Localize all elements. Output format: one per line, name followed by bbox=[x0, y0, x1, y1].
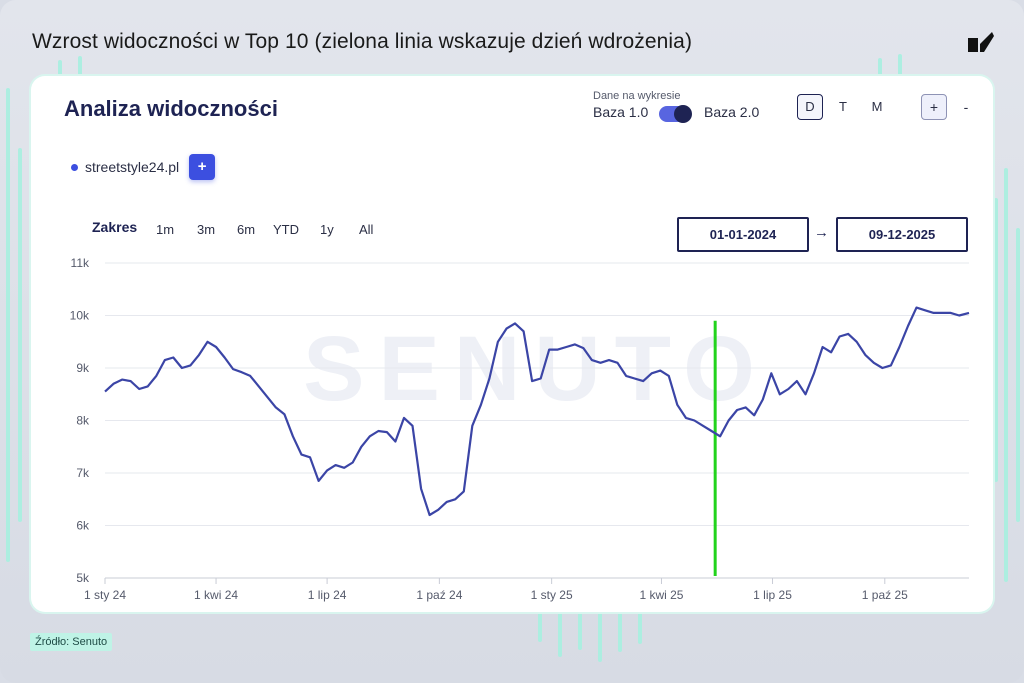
legend: streetstyle24.pl + bbox=[71, 154, 216, 180]
toggle-knob bbox=[674, 105, 692, 123]
y-tick-label: 11k bbox=[71, 256, 90, 270]
range-label: Zakres bbox=[92, 219, 138, 235]
x-tick-label: 1 paź 25 bbox=[862, 588, 908, 602]
period-week-button[interactable]: T bbox=[839, 99, 847, 114]
chart-grid bbox=[105, 262, 969, 579]
y-tick-label: 8k bbox=[76, 414, 90, 428]
range-1y-button[interactable]: 1y bbox=[320, 222, 334, 237]
range-ytd-button[interactable]: YTD bbox=[273, 222, 299, 237]
series-line-streetstyle24[interactable] bbox=[104, 306, 970, 517]
x-tick-label: 1 lip 24 bbox=[308, 588, 347, 602]
x-tick-label: 1 sty 24 bbox=[84, 588, 126, 602]
y-tick-label: 5k bbox=[76, 571, 90, 585]
zoom-out-button[interactable]: - bbox=[963, 99, 969, 115]
database-toggle-switch[interactable] bbox=[659, 105, 692, 123]
legend-domain-label[interactable]: streetstyle24.pl bbox=[85, 159, 180, 175]
period-month-button[interactable]: M bbox=[871, 99, 883, 114]
range-all-button[interactable]: All bbox=[359, 222, 374, 237]
range-3m-button[interactable]: 3m bbox=[197, 222, 216, 237]
date-to-input[interactable]: 09-12-2025 bbox=[836, 217, 968, 252]
watermark-text: SENUTO bbox=[303, 318, 769, 420]
toggle-caption: Dane na wykresie bbox=[593, 90, 681, 102]
range-6m-button[interactable]: 6m bbox=[237, 222, 256, 237]
legend-dot bbox=[71, 163, 78, 171]
visibility-card: Analiza widoczności Dane na wykresie Baz… bbox=[31, 76, 993, 612]
y-tick-label: 7k bbox=[76, 466, 90, 480]
source-badge: Źródło: Senuto bbox=[30, 633, 113, 651]
x-tick-label: 1 kwi 25 bbox=[639, 588, 683, 602]
range-1m-button[interactable]: 1m bbox=[156, 222, 175, 237]
y-axis-ticks: 5k 6k 7k 8k 9k 10k 11k bbox=[70, 256, 90, 585]
y-tick-label: 10k bbox=[70, 309, 90, 323]
date-from-input[interactable]: 01-01-2024 bbox=[677, 217, 809, 252]
x-tick-label: 1 sty 25 bbox=[531, 588, 573, 602]
x-tick-label: 1 lip 25 bbox=[753, 588, 792, 602]
page-headline: Wzrost widoczności w Top 10 (zielona lin… bbox=[32, 30, 693, 53]
toggle-option-left[interactable]: Baza 1.0 bbox=[593, 104, 649, 120]
x-tick-label: 1 paź 24 bbox=[416, 588, 462, 602]
brand-logo-icon bbox=[968, 32, 994, 52]
add-domain-button[interactable]: + bbox=[189, 154, 216, 180]
y-tick-label: 9k bbox=[76, 361, 90, 375]
date-range-arrow: → bbox=[814, 224, 829, 241]
period-day-button[interactable]: D bbox=[797, 94, 823, 120]
toggle-option-right[interactable]: Baza 2.0 bbox=[704, 104, 760, 120]
card-title: Analiza widoczności bbox=[64, 96, 278, 121]
x-tick-label: 1 kwi 24 bbox=[194, 588, 238, 602]
y-tick-label: 6k bbox=[76, 519, 90, 533]
zoom-in-button[interactable]: + bbox=[921, 94, 947, 120]
x-axis-ticks: 1 sty 24 1 kwi 24 1 lip 24 1 paź 24 1 sty 25… bbox=[84, 578, 908, 602]
